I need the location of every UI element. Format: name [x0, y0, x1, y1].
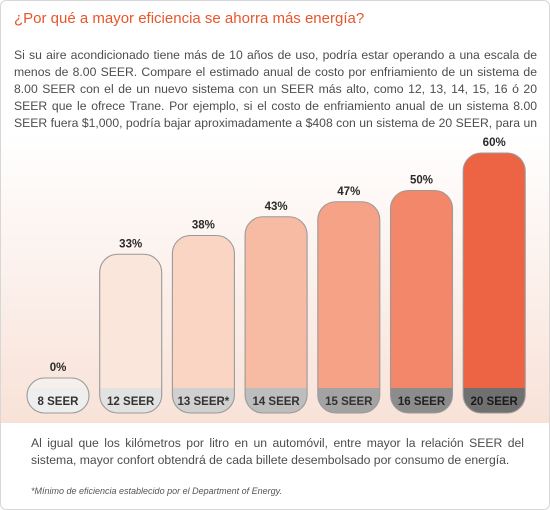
bar-outline [171, 234, 235, 414]
data-label: 0% [50, 362, 67, 374]
footer-paragraph: Al igual que los kilómetros por litro en… [31, 436, 524, 467]
bar-label-band [317, 388, 380, 413]
bar-group: 12 SEER 33% [99, 238, 163, 414]
category-label: 16 SEER [398, 396, 446, 408]
panel-title: ¿Por qué a mayor eficiencia se ahorra má… [14, 10, 365, 27]
bar-group: 8 SEER 0% [26, 362, 90, 414]
bar-outline [26, 377, 90, 414]
category-label: 15 SEER [325, 396, 373, 408]
bar-outline [244, 216, 308, 414]
bar-group: 15 SEER 47% [317, 186, 381, 414]
bar-outline [99, 253, 163, 414]
bar-outline [462, 152, 526, 414]
bar-label-band [99, 388, 162, 413]
bar-label-band [390, 388, 453, 413]
data-label: 43% [265, 201, 288, 213]
bar-outline [389, 189, 454, 414]
category-label: 14 SEER [252, 396, 300, 408]
data-label: 60% [483, 137, 506, 149]
bar-group: 20 SEER 60% [462, 137, 526, 414]
footnote: *Mínimo de eficiencia establecido por el… [31, 486, 282, 496]
category-label: 13 SEER* [178, 396, 230, 408]
category-label: 20 SEER [471, 396, 519, 408]
data-label: 50% [410, 175, 433, 187]
category-label: 8 SEER [38, 396, 80, 408]
data-label: 38% [192, 220, 215, 232]
category-label: 12 SEER [107, 396, 155, 408]
bar-label-band [172, 388, 235, 413]
bar [390, 190, 453, 413]
bar-group: 13 SEER* 38% [171, 220, 235, 414]
bar-outline [317, 201, 381, 414]
bar-label-band [27, 388, 89, 413]
bar-group: 16 SEER 50% [389, 175, 454, 414]
data-label: 47% [337, 186, 360, 198]
bar-label-band [463, 388, 526, 413]
bar [172, 235, 235, 413]
bar-label-band [245, 388, 308, 413]
data-label: 33% [119, 238, 142, 250]
bar [463, 153, 526, 413]
bar [99, 254, 162, 413]
bar [317, 201, 380, 413]
bar-group: 14 SEER 43% [244, 201, 308, 414]
bar [245, 216, 308, 413]
